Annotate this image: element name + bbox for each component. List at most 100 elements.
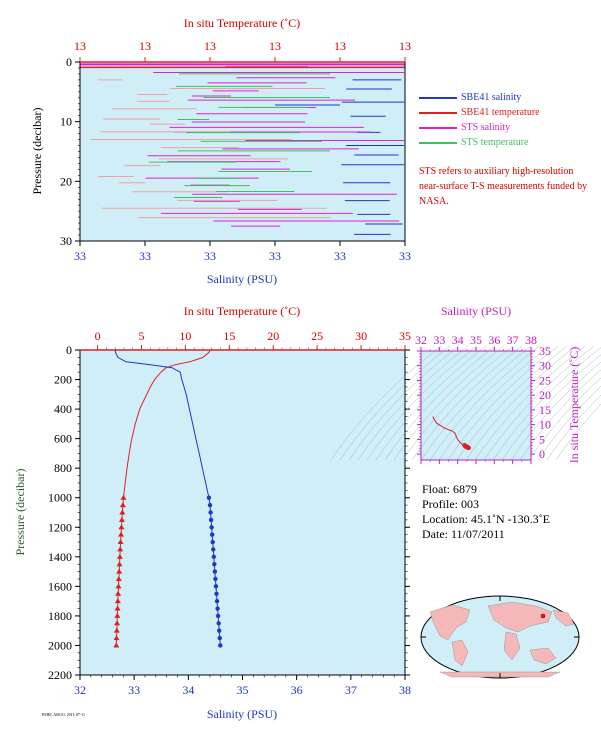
top-legend: SBE41 salinity SBE41 temperature STS sal… [419,90,540,150]
top-title: In situ Temperature (˚C) [184,16,301,30]
top-xtick-label: 33 [269,249,281,263]
density-contour [465,345,577,461]
bottom-ttick-label: 30 [355,329,367,343]
density-contour [510,361,601,461]
top-ytick-label: 10 [60,115,72,129]
bottom-ttick-label: 10 [179,329,191,343]
temperature-point [116,568,123,574]
salinity-point [214,591,219,596]
ts-ylabel: In situ Temperature (˚C) [567,347,581,464]
bottom-ptick-label: 1400 [48,550,72,564]
salinity-point [213,584,219,589]
density-contour [447,345,559,461]
float-id: Float: 6879 [422,482,478,496]
top-ytick-label: 30 [60,234,72,248]
temperature-point [115,575,122,581]
bottom-ptick-label: 1600 [48,579,72,593]
float-location-marker [540,613,546,619]
bottom-stick-label: 33 [128,683,140,697]
bottom-ptick-label: 800 [54,461,72,475]
float-location: Location: 45.1˚N -130.3˚E [422,512,550,526]
ts-ttick-label: 10 [539,418,551,432]
bottom-stick-label: 34 [182,683,194,697]
bottom-ttick-label: 35 [399,329,411,343]
salinity-point [212,562,217,567]
legend-item: STS salinity [419,120,540,135]
temperature-point [114,605,121,611]
ts-ttick-label: 15 [539,403,551,417]
temperature-point [118,531,125,537]
salinity-point [210,539,215,545]
temperature-point [117,539,124,545]
top-ttick-label: 13 [399,39,411,53]
top-ttick-label: 13 [74,39,86,53]
ts-density-contours [330,345,601,461]
salinity-point [206,495,212,500]
density-contour [348,345,460,461]
ts-stick-label: 37 [507,333,519,347]
bottom-stick-label: 38 [399,683,411,697]
density-contour [357,345,469,461]
float-info: Float: 6879 Profile: 003 Location: 45.1˚… [422,482,550,542]
ts-stick-label: 35 [470,333,482,347]
temperature-point [116,561,123,567]
bottom-stick-label: 36 [291,683,303,697]
salinity-point [209,532,215,537]
salinity-point [211,554,216,560]
bottom-stick-label: 32 [74,683,86,697]
salinity-point [213,576,218,582]
salinity-point [215,606,220,611]
ts-top-title: Salinity (PSU) [441,304,511,318]
density-contour [492,347,601,461]
bottom-ptick-label: 200 [54,373,72,387]
bottom-plot-area [80,350,405,675]
bottom-ttick-label: 0 [95,329,101,343]
bottom-ptick-label: 600 [54,432,72,446]
salinity-point [207,502,213,508]
ts-ttick-label: 20 [539,388,551,402]
temperature-point [116,553,123,559]
ts-points [432,416,471,451]
density-contour [330,345,442,461]
temperature-point [118,516,125,522]
density-contour [519,369,601,461]
density-contour [429,345,541,461]
bottom-ttick-label: 25 [311,329,323,343]
temperature-point [119,502,126,508]
bottom-top-title: In situ Temperature (˚C) [184,304,301,318]
density-contour [474,345,586,461]
profile-number: Profile: 003 [422,497,479,511]
top-xtick-label: 33 [139,249,151,263]
ts-stick-label: 36 [488,333,500,347]
bottom-stick-label: 37 [345,683,357,697]
salinity-point [209,525,214,530]
density-contour [546,394,601,461]
footer-small-text: PMEL ARGO, 2011-07-11 [42,712,85,718]
sts-note: STS refers to auxiliary high-resolution … [419,166,588,207]
bottom-ptick-label: 2200 [48,668,72,682]
top-xlabel: Salinity (PSU) [207,272,277,286]
salinity-point [211,547,216,552]
ts-ttick-label: 0 [539,447,545,461]
ts-stick-label: 38 [525,333,537,347]
top-xtick-label: 33 [399,249,411,263]
bottom-ptick-label: 2000 [48,638,72,652]
legend-item: STS temperature [419,135,540,150]
salinity-point [208,517,214,523]
temperature-point [114,598,121,604]
density-contour [420,345,532,461]
temperature-point [117,546,124,552]
ts-ttick-label: 30 [539,359,551,373]
density-contour [438,345,550,461]
temperature-point [115,590,122,596]
top-ttick-label: 13 [334,39,346,53]
temperature-point [115,583,122,589]
ts-ttick-label: 5 [539,432,545,446]
legend-item: SBE41 salinity [419,90,540,105]
ts-stick-label: 32 [415,333,427,347]
bottom-ptick-label: 0 [66,343,72,357]
bottom-profile-lines [113,349,223,648]
